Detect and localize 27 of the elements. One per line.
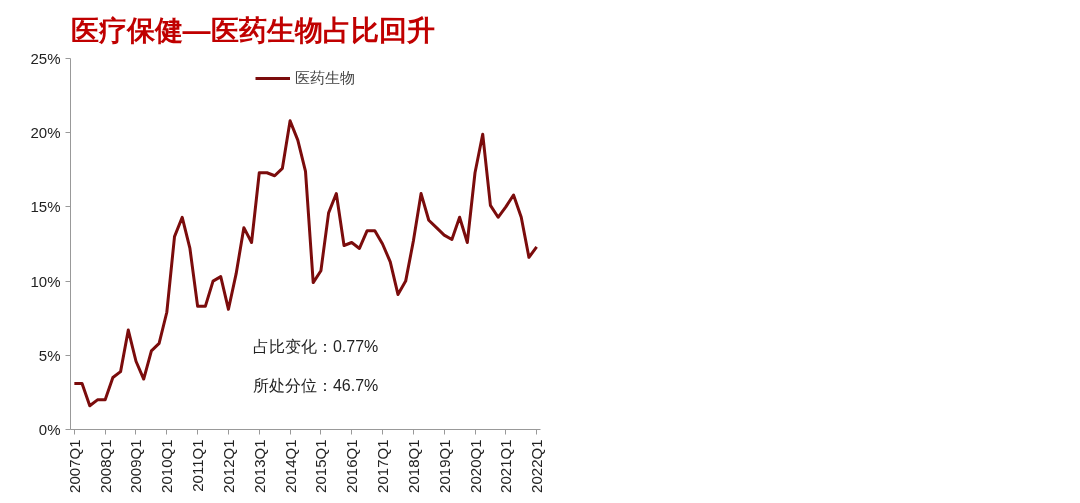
y-tick-label: 15% [30,198,61,216]
annotation: 占比变化：0.77% [252,338,379,356]
x-tick-label: 2018Q1 [404,439,422,493]
x-tick-label: 2015Q1 [312,439,330,493]
y-tick-label: 10% [30,272,61,290]
x-tick-label: 2008Q1 [96,439,114,493]
y-tick-label: 20% [30,124,61,142]
y-tick-label: 25% [30,50,61,67]
x-tick-label: 2012Q1 [219,439,237,493]
x-tick-label: 2017Q1 [374,439,392,493]
x-tick-label: 2021Q1 [497,439,515,493]
y-tick-label: 0% [38,421,61,438]
x-tick-label: 2022Q1 [528,439,546,493]
x-tick-label: 2014Q1 [281,439,299,493]
x-tick-label: 2010Q1 [158,439,176,493]
x-tick-label: 2013Q1 [250,439,268,493]
x-tick-label: 2016Q1 [343,439,361,493]
x-tick-label: 2020Q1 [466,439,484,493]
x-tick-label: 2009Q1 [127,439,145,493]
chart-title: 医疗保健—医药生物占比回升 [70,15,435,46]
x-tick-label: 2019Q1 [435,439,453,493]
x-tick-label: 2007Q1 [65,439,83,493]
line-series [72,119,539,408]
y-tick-label: 5% [38,346,61,364]
legend-label: 医药生物 [295,68,355,88]
annotation: 所处分位：46.7% [252,376,379,394]
x-tick-label: 2011Q1 [189,439,207,492]
